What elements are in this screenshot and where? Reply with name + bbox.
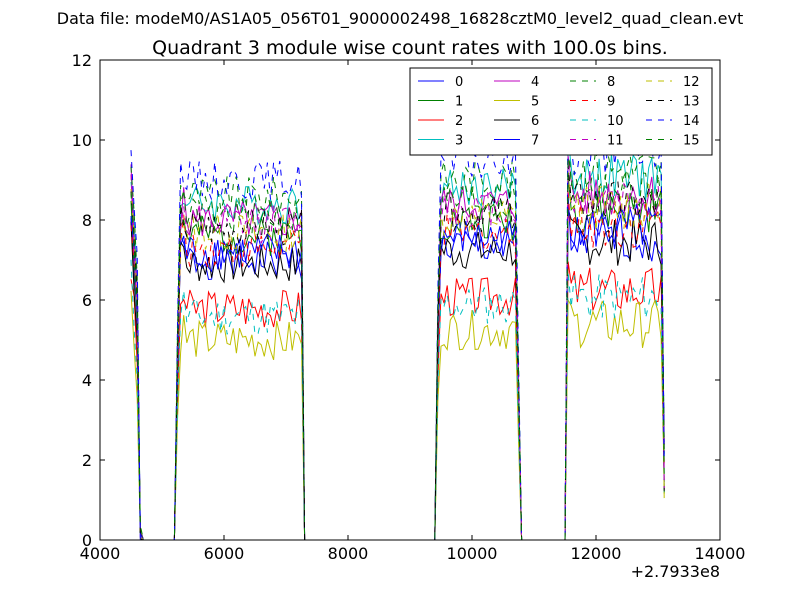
y-tick-label: 12 — [72, 51, 92, 70]
y-tick-label: 2 — [82, 451, 92, 470]
x-tick-label: 4000 — [80, 544, 121, 563]
legend-label: 10 — [607, 114, 624, 129]
legend-label: 11 — [607, 134, 624, 149]
legend-label: 14 — [683, 114, 700, 129]
legend-label: 13 — [683, 95, 700, 110]
legend-box — [409, 67, 713, 156]
legend-label: 12 — [683, 75, 700, 90]
x-tick-label: 10000 — [447, 544, 498, 563]
legend-label: 5 — [531, 95, 539, 110]
y-tick-label: 6 — [82, 291, 92, 310]
legend-label: 3 — [455, 134, 463, 149]
x-tick-label: 6000 — [204, 544, 245, 563]
y-tick-label: 0 — [82, 531, 92, 550]
legend-label: 4 — [531, 75, 539, 90]
series-line-5 — [130, 290, 665, 540]
x-tick-label: 8000 — [328, 544, 369, 563]
y-tick-label: 10 — [72, 131, 92, 150]
legend-label: 7 — [531, 134, 539, 149]
series-line-11 — [130, 160, 665, 540]
plot-lines — [130, 107, 665, 540]
legend-label: 8 — [607, 75, 615, 90]
series-line-9 — [130, 189, 665, 540]
x-tick-label: 12000 — [571, 544, 622, 563]
series-line-3 — [130, 136, 665, 540]
legend-label: 15 — [683, 134, 700, 149]
x-offset-label: +2.7933e8 — [631, 562, 720, 581]
x-tick-label: 14000 — [695, 544, 746, 563]
legend-label: 1 — [455, 95, 463, 110]
legend-label: 0 — [455, 75, 463, 90]
series-line-6 — [130, 208, 665, 540]
series-line-0 — [130, 203, 665, 540]
x-axis: 4000 6000 8000 10000 12000 14000 — [80, 60, 746, 563]
series-line-4 — [130, 155, 665, 540]
legend-label: 9 — [607, 95, 615, 110]
legend-label: 2 — [455, 114, 463, 129]
series-line-13 — [130, 165, 665, 540]
series-line-10 — [130, 259, 665, 540]
series-line-1 — [130, 175, 665, 540]
series-line-7 — [130, 194, 665, 540]
series-line-2 — [130, 261, 665, 540]
y-tick-label: 8 — [82, 211, 92, 230]
series-line-8 — [130, 127, 665, 540]
chart-suptitle: Data file: modeM0/AS1A05_056T01_90000024… — [57, 9, 743, 29]
series-line-14 — [130, 107, 665, 540]
legend-label: 6 — [531, 114, 539, 129]
y-tick-label: 4 — [82, 371, 92, 390]
chart-title: Quadrant 3 module wise count rates with … — [152, 37, 668, 59]
